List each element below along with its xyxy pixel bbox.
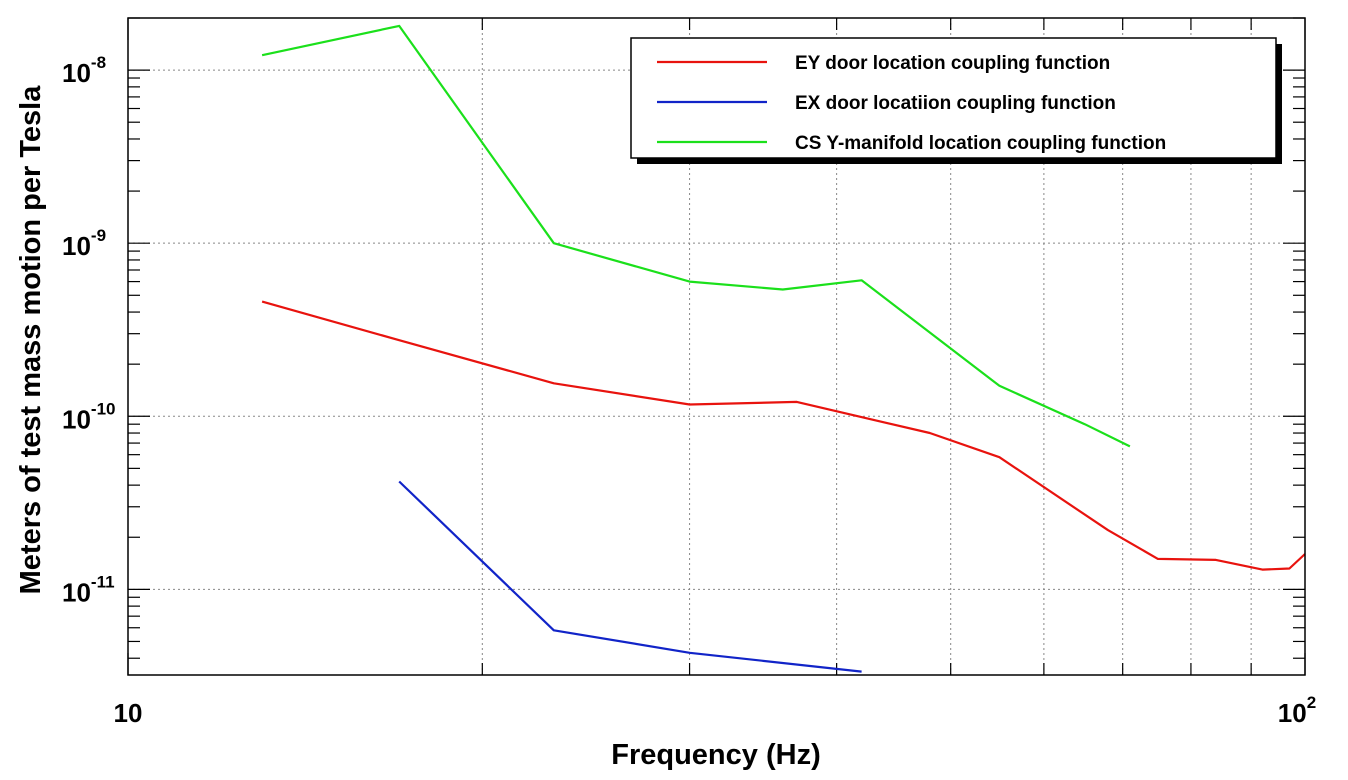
plot-frame bbox=[127, 17, 1306, 676]
axis-ticks bbox=[127, 17, 1306, 675]
series-line-2 bbox=[398, 480, 862, 673]
tick-labels: 10 102 10-11 10-10 10-9 10-8 bbox=[62, 53, 1316, 728]
x-tick-label: 10 bbox=[114, 698, 143, 728]
series-line-3 bbox=[261, 24, 1131, 448]
y-axis-title: Meters of test mass motion per Tesla bbox=[15, 85, 47, 595]
series-lines bbox=[261, 24, 1306, 673]
legend-box bbox=[630, 37, 1277, 159]
legend-label-2: EX door locatiion coupling function bbox=[795, 93, 1116, 114]
y-tick-label: 10-10 bbox=[62, 399, 116, 434]
x-tick-label: 102 bbox=[1278, 693, 1316, 728]
legend-label-3: CS Y-manifold location coupling function bbox=[795, 133, 1166, 154]
y-tick-label: 10-8 bbox=[62, 53, 106, 88]
legend: EY door location coupling function EX doo… bbox=[630, 37, 1282, 164]
legend-label-1: EY door location coupling function bbox=[795, 53, 1110, 74]
y-tick-label: 10-11 bbox=[62, 572, 115, 607]
series-line-1 bbox=[261, 300, 1306, 571]
x-axis-title: Frequency (Hz) bbox=[611, 739, 820, 771]
y-tick-label: 10-9 bbox=[62, 226, 106, 261]
